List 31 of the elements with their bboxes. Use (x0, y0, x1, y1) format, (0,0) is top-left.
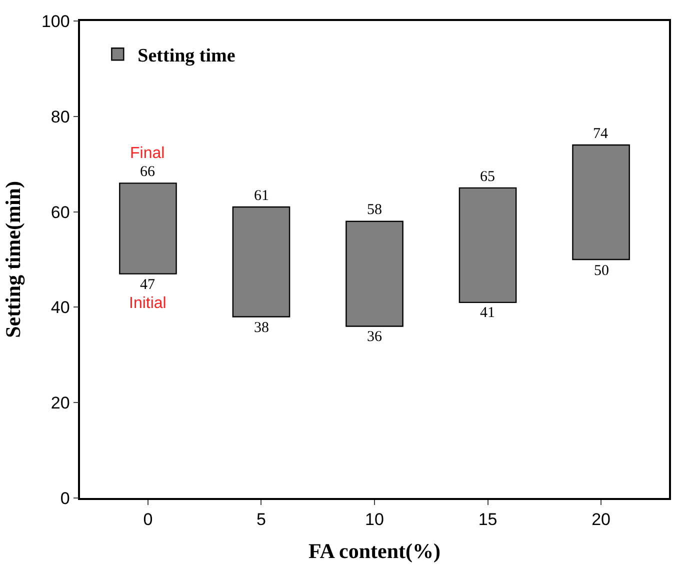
bar (119, 182, 177, 274)
x-tick-label: 10 (365, 510, 384, 530)
annotation: 66 (140, 164, 156, 180)
bar (458, 187, 517, 304)
y-tick-label: 100 (41, 12, 70, 31)
annotation: 47 (140, 277, 156, 293)
annotation: Final (130, 145, 165, 162)
x-tick-label: 15 (478, 510, 498, 530)
legend-label: Setting time (138, 46, 236, 67)
x-axis-title: FA content(%) (308, 538, 441, 563)
bar (346, 220, 404, 327)
annotation: Initial (129, 295, 166, 312)
annotation: 36 (367, 329, 382, 345)
x-tick-label: 0 (143, 510, 153, 530)
annotation: 74 (593, 126, 608, 142)
annotation: 65 (480, 169, 495, 185)
y-tick-label: 20 (50, 394, 70, 413)
annotation: 41 (480, 305, 495, 321)
x-tick-label: 20 (592, 510, 610, 530)
y-tick-label: 60 (50, 202, 70, 222)
annotation: 38 (254, 320, 269, 336)
x-tick-label: 5 (256, 510, 266, 530)
annotation: 61 (254, 188, 269, 204)
annotation: 50 (594, 263, 609, 279)
annotation: 58 (367, 202, 382, 218)
y-axis-title: Setting time(min) (1, 181, 26, 338)
y-tick-label: 40 (50, 298, 70, 318)
bar (572, 144, 630, 260)
bar (232, 206, 290, 318)
y-tick-label: 80 (50, 107, 70, 126)
y-tick-label: 0 (60, 488, 70, 508)
